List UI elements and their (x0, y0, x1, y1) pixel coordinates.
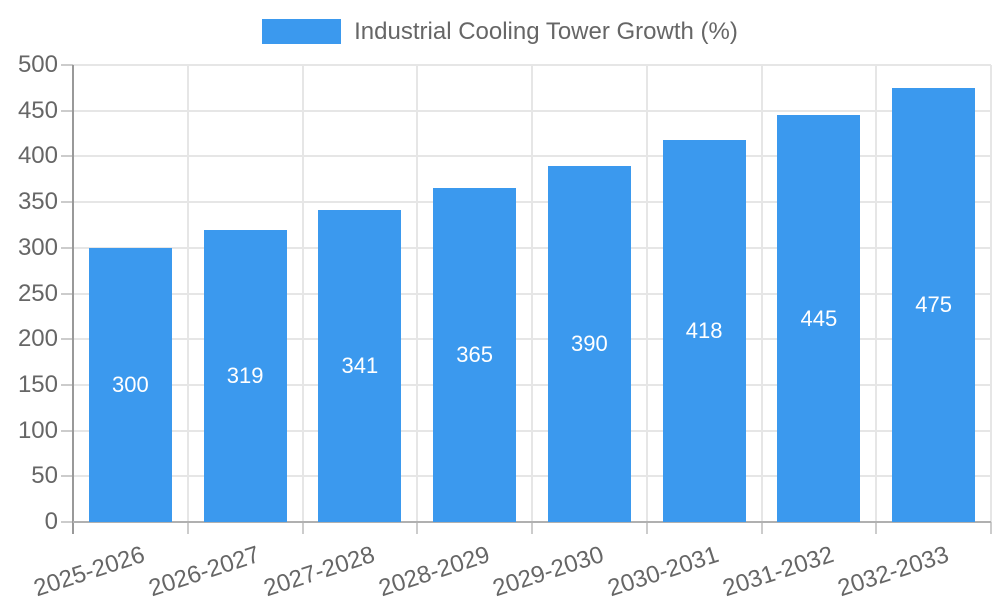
y-tick-mark (61, 292, 73, 295)
y-axis-line (72, 65, 74, 534)
y-tick-label: 200 (17, 325, 58, 353)
v-gridline (645, 65, 648, 522)
bar[interactable] (203, 230, 287, 522)
x-tick-mark (645, 522, 648, 534)
bar[interactable] (433, 188, 517, 522)
y-tick-label: 300 (17, 233, 58, 261)
y-tick-mark (61, 201, 73, 204)
bar[interactable] (777, 115, 861, 522)
y-tick-label: 500 (17, 51, 58, 78)
bar[interactable] (892, 87, 976, 522)
y-tick-label: 250 (17, 279, 58, 307)
y-tick-label: 450 (17, 96, 58, 124)
v-gridline (531, 65, 533, 522)
y-tick-label: 0 (44, 508, 58, 535)
bar[interactable] (662, 139, 746, 522)
y-tick-mark (61, 338, 73, 341)
x-tick-mark (531, 522, 533, 534)
x-tick-mark (301, 522, 304, 534)
y-tick-label: 350 (17, 188, 58, 216)
y-tick-label: 50 (31, 462, 58, 490)
y-tick-mark (61, 155, 73, 158)
y-tick-mark (61, 521, 73, 523)
y-tick-label: 400 (17, 142, 58, 170)
x-tick-mark (760, 522, 763, 534)
bar-value-label: 475 (915, 291, 952, 317)
bar-value-label: 300 (112, 371, 149, 397)
y-tick-mark (61, 109, 73, 112)
bar-value-label: 341 (341, 353, 379, 379)
bar[interactable] (318, 210, 402, 522)
x-tick-mark (990, 522, 992, 534)
y-tick-mark (61, 246, 73, 249)
y-tick-mark (61, 383, 73, 386)
x-tick-mark (416, 522, 419, 534)
y-tick-label: 150 (17, 370, 58, 398)
bar-value-label: 365 (456, 342, 493, 368)
y-tick-mark (61, 429, 73, 432)
v-gridline (301, 65, 304, 522)
v-gridline (760, 65, 763, 522)
y-tick-mark (61, 64, 73, 66)
v-gridline (990, 65, 992, 522)
x-tick-mark (875, 522, 878, 534)
v-gridline (416, 65, 419, 522)
bar-value-label: 418 (685, 317, 723, 343)
bar-value-label: 319 (226, 363, 264, 389)
bar[interactable] (547, 165, 631, 522)
x-axis-line (73, 521, 991, 523)
bar-value-label: 445 (800, 305, 838, 331)
y-tick-mark (61, 475, 73, 478)
legend-label: Industrial Cooling Tower Growth (%) (354, 17, 738, 45)
bar-value-label: 390 (571, 330, 608, 356)
legend-swatch (262, 19, 342, 44)
bar[interactable] (88, 247, 172, 522)
chart-legend[interactable]: Industrial Cooling Tower Growth (%) (0, 9, 1000, 54)
y-tick-label: 100 (17, 416, 58, 444)
x-tick-mark (186, 522, 189, 534)
v-gridline (186, 65, 189, 522)
v-gridline (875, 65, 878, 522)
